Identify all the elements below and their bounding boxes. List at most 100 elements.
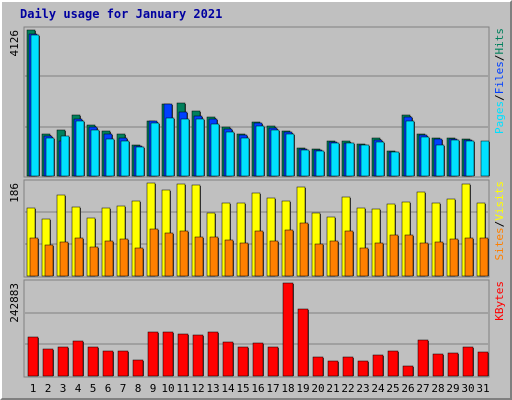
- bar-sites: [239, 242, 249, 277]
- bar-pages: [60, 135, 70, 177]
- legend-part: /: [493, 94, 506, 101]
- day-label: 4: [75, 382, 82, 395]
- legend-part: Sites: [493, 227, 506, 260]
- bar-kbytes: [447, 352, 459, 377]
- bar-sites: [269, 240, 279, 277]
- bar-sites: [134, 247, 144, 277]
- day-label: 26: [401, 382, 414, 395]
- bar-sites: [119, 238, 129, 277]
- bar-sites: [299, 222, 309, 277]
- day-label: 6: [105, 382, 112, 395]
- day-label: 27: [416, 382, 429, 395]
- day-label: 24: [371, 382, 385, 395]
- bar-pages: [180, 118, 190, 177]
- day-label: 31: [476, 382, 489, 395]
- bar-kbytes: [432, 353, 444, 377]
- bar-kbytes: [342, 356, 354, 377]
- day-label: 1: [30, 382, 37, 395]
- bar-pages: [165, 117, 175, 177]
- bar-kbytes: [162, 331, 174, 377]
- day-label: 7: [120, 382, 127, 395]
- bar-kbytes: [207, 331, 219, 377]
- legend-part: Visits: [493, 181, 506, 221]
- bar-kbytes: [147, 331, 159, 377]
- bar-pages: [300, 149, 310, 177]
- bar-sites: [194, 236, 204, 277]
- bar-kbytes: [297, 308, 309, 377]
- bar-kbytes: [117, 350, 129, 377]
- bar-sites: [164, 232, 174, 277]
- day-label: 5: [90, 382, 97, 395]
- day-label: 8: [135, 382, 142, 395]
- bar-pages: [135, 146, 145, 177]
- bar-sites: [254, 230, 264, 277]
- bar-sites: [209, 236, 219, 277]
- day-label: 25: [386, 382, 399, 395]
- bar-kbytes: [192, 334, 204, 377]
- bar-pages: [345, 142, 355, 177]
- bar-pages: [315, 150, 325, 177]
- day-label: 29: [446, 382, 459, 395]
- day-label: 16: [251, 382, 264, 395]
- bar-pages: [105, 138, 115, 177]
- chart-title: Daily usage for January 2021: [20, 7, 223, 21]
- bar-sites: [59, 241, 69, 277]
- day-label: 17: [266, 382, 279, 395]
- bar-pages: [240, 137, 250, 177]
- bar-sites: [389, 234, 399, 277]
- bar-pages: [255, 125, 265, 177]
- bar-pages: [390, 151, 400, 177]
- bar-sites: [479, 237, 489, 277]
- bar-sites: [344, 230, 354, 277]
- bar-sites: [74, 237, 84, 277]
- bar-pages: [75, 120, 85, 177]
- bar-sites: [179, 230, 189, 277]
- bar-sites: [314, 243, 324, 277]
- bar-pages: [465, 140, 475, 177]
- bar-kbytes: [87, 346, 99, 377]
- bar-pages: [270, 129, 280, 177]
- y-max-label: 4126: [8, 30, 21, 57]
- legend-kbytes: KBytes: [493, 281, 506, 321]
- day-label: 11: [176, 382, 189, 395]
- bar-kbytes: [357, 360, 369, 377]
- day-label: 19: [296, 382, 309, 395]
- day-label: 15: [236, 382, 249, 395]
- bar-kbytes: [477, 351, 489, 377]
- bar-kbytes: [462, 346, 474, 377]
- day-label: 12: [191, 382, 204, 395]
- bar-kbytes: [387, 350, 399, 377]
- day-label: 13: [206, 382, 219, 395]
- day-label: 20: [311, 382, 324, 395]
- bar-pages: [210, 123, 220, 177]
- bar-pages: [405, 120, 415, 177]
- y-axis-max-labels: 4126 186 242883: [8, 30, 21, 323]
- bar-kbytes: [102, 350, 114, 377]
- legend-part: Files: [493, 61, 506, 94]
- bar-kbytes: [402, 365, 414, 377]
- bar-kbytes: [417, 339, 429, 377]
- panel-visits-sites: [23, 179, 490, 278]
- day-label: 28: [431, 382, 444, 395]
- day-label: 14: [221, 382, 235, 395]
- bar-kbytes: [42, 348, 54, 377]
- bar-pages: [375, 141, 385, 177]
- bar-kbytes: [327, 360, 339, 377]
- bar-sites: [404, 234, 414, 277]
- bar-kbytes: [252, 342, 264, 377]
- legend-part: Hits: [493, 28, 506, 55]
- bar-sites: [374, 242, 384, 277]
- bar-pages: [45, 137, 55, 177]
- bar-kbytes: [57, 346, 69, 377]
- bar-kbytes: [177, 333, 189, 377]
- bar-pages: [435, 144, 445, 177]
- bar-kbytes: [132, 359, 144, 377]
- bar-kbytes: [72, 340, 84, 377]
- bar-sites: [29, 237, 39, 277]
- day-label: 18: [281, 382, 294, 395]
- bar-pages: [330, 142, 340, 177]
- y-max-label: 242883: [8, 283, 21, 323]
- y-max-label: 186: [8, 183, 21, 203]
